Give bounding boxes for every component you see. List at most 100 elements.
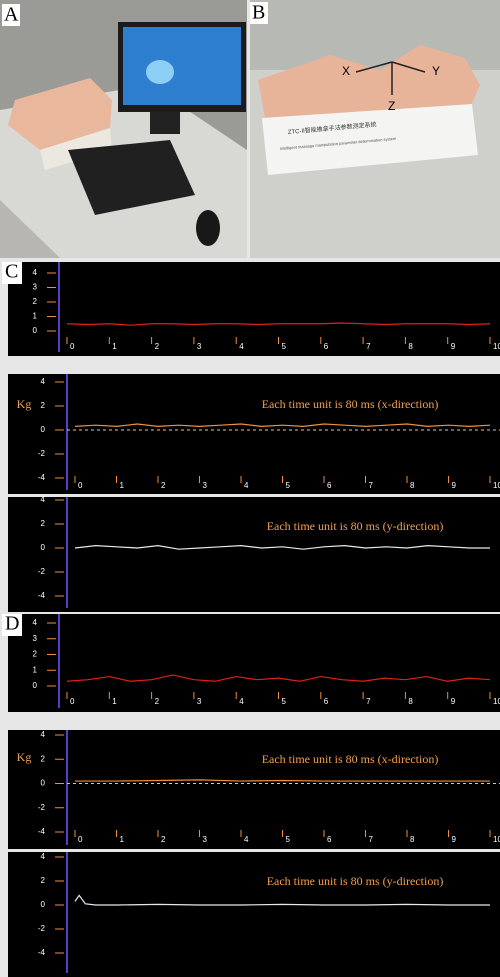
x-tick-label: 4 — [239, 342, 244, 351]
panel-letter: A — [4, 4, 19, 26]
x-tick-label: 8 — [408, 697, 413, 706]
y-axis-label: Kg — [17, 750, 32, 764]
y-axis-label: Kg — [17, 397, 32, 411]
x-tick-label: 8 — [408, 342, 413, 351]
x-tick-label: 7 — [366, 697, 371, 706]
plot-area — [8, 614, 500, 712]
x-tick-label: 7 — [366, 342, 371, 351]
x-tick-label: 1 — [120, 835, 125, 844]
y-tick-label: 4 — [41, 495, 46, 504]
x-tick-label: 5 — [286, 835, 291, 844]
trace — [75, 779, 490, 782]
x-tick-label: 9 — [452, 835, 457, 844]
y-tick-label: 3 — [33, 283, 38, 292]
axis-label: Y — [432, 64, 440, 78]
plot-area — [8, 497, 500, 612]
y-tick-label: 2 — [41, 401, 46, 410]
x-tick-label: 8 — [410, 481, 415, 490]
y-tick-label: 1 — [33, 665, 38, 674]
panel-letter-box — [2, 614, 22, 636]
x-tick-label: 0 — [78, 481, 83, 490]
y-tick-label: 2 — [41, 876, 46, 885]
x-tick-label: 0 — [70, 342, 75, 351]
y-tick-label: -2 — [38, 924, 46, 933]
x-tick-label: 3 — [203, 481, 208, 490]
x-tick-label: 3 — [197, 697, 202, 706]
trace — [66, 674, 491, 682]
photo-a: A — [0, 0, 247, 258]
x-tick-label: 0 — [78, 835, 83, 844]
y-tick-label: -2 — [38, 449, 46, 458]
x-tick-label: 0 — [70, 697, 75, 706]
x-tick-label: 9 — [451, 342, 456, 351]
y-tick-label: 0 — [33, 681, 38, 690]
axis-label: Z — [388, 99, 395, 113]
x-tick-label: 2 — [155, 342, 160, 351]
x-tick-label: 5 — [282, 342, 287, 351]
x-tick-label: 9 — [452, 481, 457, 490]
panel-letter: B — [252, 2, 265, 24]
trace — [74, 894, 490, 906]
y-tick-label: -2 — [38, 803, 46, 812]
y-tick-label: 2 — [33, 297, 38, 306]
x-tick-label: 6 — [324, 697, 329, 706]
x-tick-label: 10 — [493, 697, 500, 706]
x-tick-label: 5 — [286, 481, 291, 490]
x-tick-label: 2 — [155, 697, 160, 706]
annotation: Each time unit is 80 ms (y-direction) — [267, 519, 444, 533]
x-tick-label: 5 — [282, 697, 287, 706]
trace — [66, 322, 491, 326]
x-tick-label: 6 — [327, 481, 332, 490]
y-tick-label: 0 — [33, 326, 38, 335]
x-tick-label: 6 — [327, 835, 332, 844]
y-tick-label: 0 — [41, 779, 46, 788]
x-tick-label: 1 — [112, 697, 117, 706]
axis-label: X — [342, 64, 350, 78]
y-tick-label: 3 — [33, 634, 38, 643]
annotation: Each time unit is 80 ms (x-direction) — [262, 752, 439, 766]
y-tick-label: 4 — [33, 268, 38, 277]
y-tick-label: -4 — [38, 473, 46, 482]
y-tick-label: 4 — [41, 377, 46, 386]
panel-letter-box — [2, 262, 22, 284]
x-tick-label: 9 — [451, 697, 456, 706]
panel-letter: C — [5, 261, 18, 283]
x-tick-label: 3 — [203, 835, 208, 844]
x-tick-label: 10 — [493, 481, 500, 490]
y-tick-label: 2 — [33, 650, 38, 659]
plot-area — [8, 262, 500, 356]
panel-letter: D — [5, 613, 19, 635]
y-tick-label: 4 — [41, 852, 46, 861]
x-tick-label: 10 — [493, 342, 500, 351]
y-tick-label: -4 — [38, 827, 46, 836]
x-tick-label: 4 — [244, 835, 249, 844]
x-tick-label: 2 — [161, 481, 166, 490]
x-tick-label: 1 — [112, 342, 117, 351]
y-tick-label: 4 — [33, 618, 38, 627]
plot-area — [8, 852, 500, 977]
y-tick-label: 1 — [33, 312, 38, 321]
y-tick-label: -2 — [38, 567, 46, 576]
x-tick-label: 7 — [369, 481, 374, 490]
photo-b: X Y Z ZTC-II智能推拿手法参数测定系统 Intelligent mas… — [250, 0, 500, 258]
y-tick-label: -4 — [38, 948, 46, 957]
x-tick-label: 6 — [324, 342, 329, 351]
x-tick-label: 1 — [120, 481, 125, 490]
x-tick-label: 4 — [239, 697, 244, 706]
trace — [74, 544, 490, 550]
annotation: Each time unit is 80 ms (y-direction) — [267, 874, 444, 888]
y-tick-label: 4 — [41, 730, 46, 739]
y-tick-label: 0 — [41, 543, 46, 552]
trace — [74, 423, 491, 428]
plot-area — [8, 374, 500, 494]
x-tick-label: 3 — [197, 342, 202, 351]
annotation: Each time unit is 80 ms (x-direction) — [262, 397, 439, 411]
y-tick-label: 2 — [41, 754, 46, 763]
y-tick-label: 2 — [41, 519, 46, 528]
x-tick-label: 8 — [410, 835, 415, 844]
x-tick-label: 7 — [369, 835, 374, 844]
plot-area — [8, 730, 500, 849]
x-tick-label: 2 — [161, 835, 166, 844]
y-tick-label: 0 — [41, 900, 46, 909]
